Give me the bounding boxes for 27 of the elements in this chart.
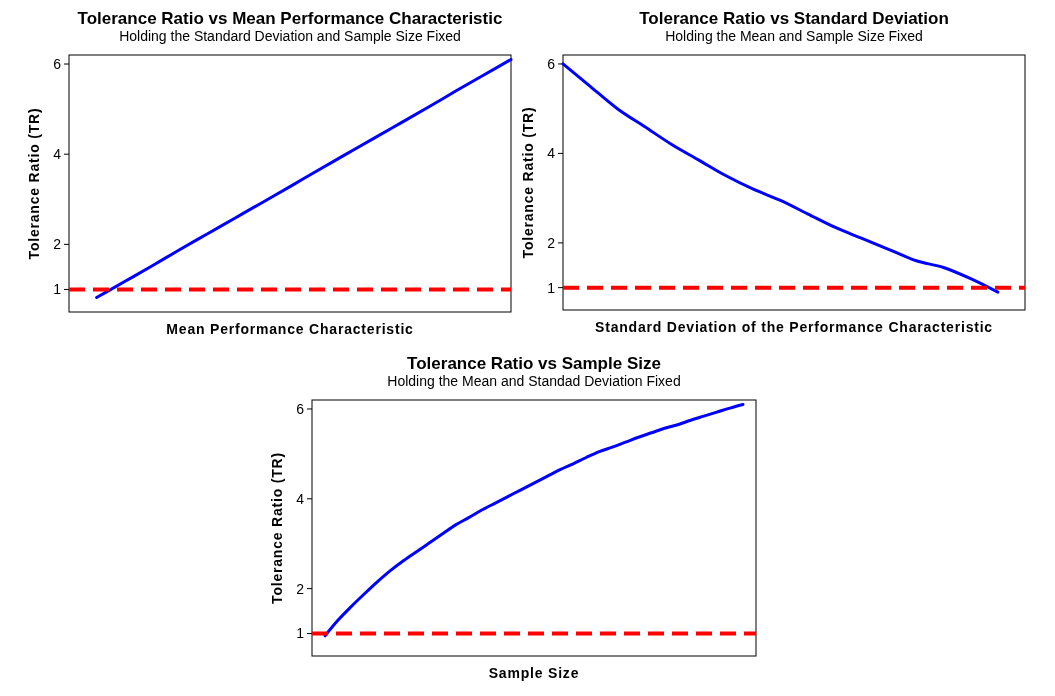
x-axis-title: Mean Performance Characteristic xyxy=(166,321,414,337)
y-axis-title: Tolerance Ratio (TR) xyxy=(520,106,536,259)
line-series xyxy=(561,62,1000,294)
y-tick-label: 6 xyxy=(53,55,62,72)
chart-subtitle: Holding the Standard Deviation and Sample Size Fixed xyxy=(119,28,461,44)
line-series xyxy=(323,402,745,638)
y-tick-label: 1 xyxy=(547,279,556,296)
y-tick-label: 4 xyxy=(53,146,62,163)
line-series xyxy=(95,58,513,300)
y-axis-title: Tolerance Ratio (TR) xyxy=(269,452,285,604)
y-tick-label: 2 xyxy=(53,236,62,253)
y-tick-label: 4 xyxy=(547,145,556,162)
chart-title: Tolerance Ratio vs Mean Performance Characteristic xyxy=(77,9,503,28)
y-tick-label: 6 xyxy=(296,400,305,417)
y-tick-label: 2 xyxy=(547,234,556,251)
chart-subtitle: Holding the Mean and Standad Deviation Fixed xyxy=(387,373,681,389)
y-tick-label: 1 xyxy=(296,625,305,642)
y-tick-label: 1 xyxy=(53,281,62,298)
y-tick-label: 2 xyxy=(296,580,305,597)
chart-title: Tolerance Ratio vs Sample Size xyxy=(407,354,661,373)
x-axis-title: Sample Size xyxy=(488,665,580,681)
y-axis-title: Tolerance Ratio (TR) xyxy=(26,107,42,260)
chart-title: Tolerance Ratio vs Standard Deviation xyxy=(639,9,949,28)
y-tick-label: 4 xyxy=(296,490,305,507)
x-axis-title: Standard Deviation of the Performance Characteristic xyxy=(595,319,993,335)
chart-subtitle: Holding the Mean and Sample Size Fixed xyxy=(665,28,923,44)
y-tick-label: 6 xyxy=(547,55,556,72)
